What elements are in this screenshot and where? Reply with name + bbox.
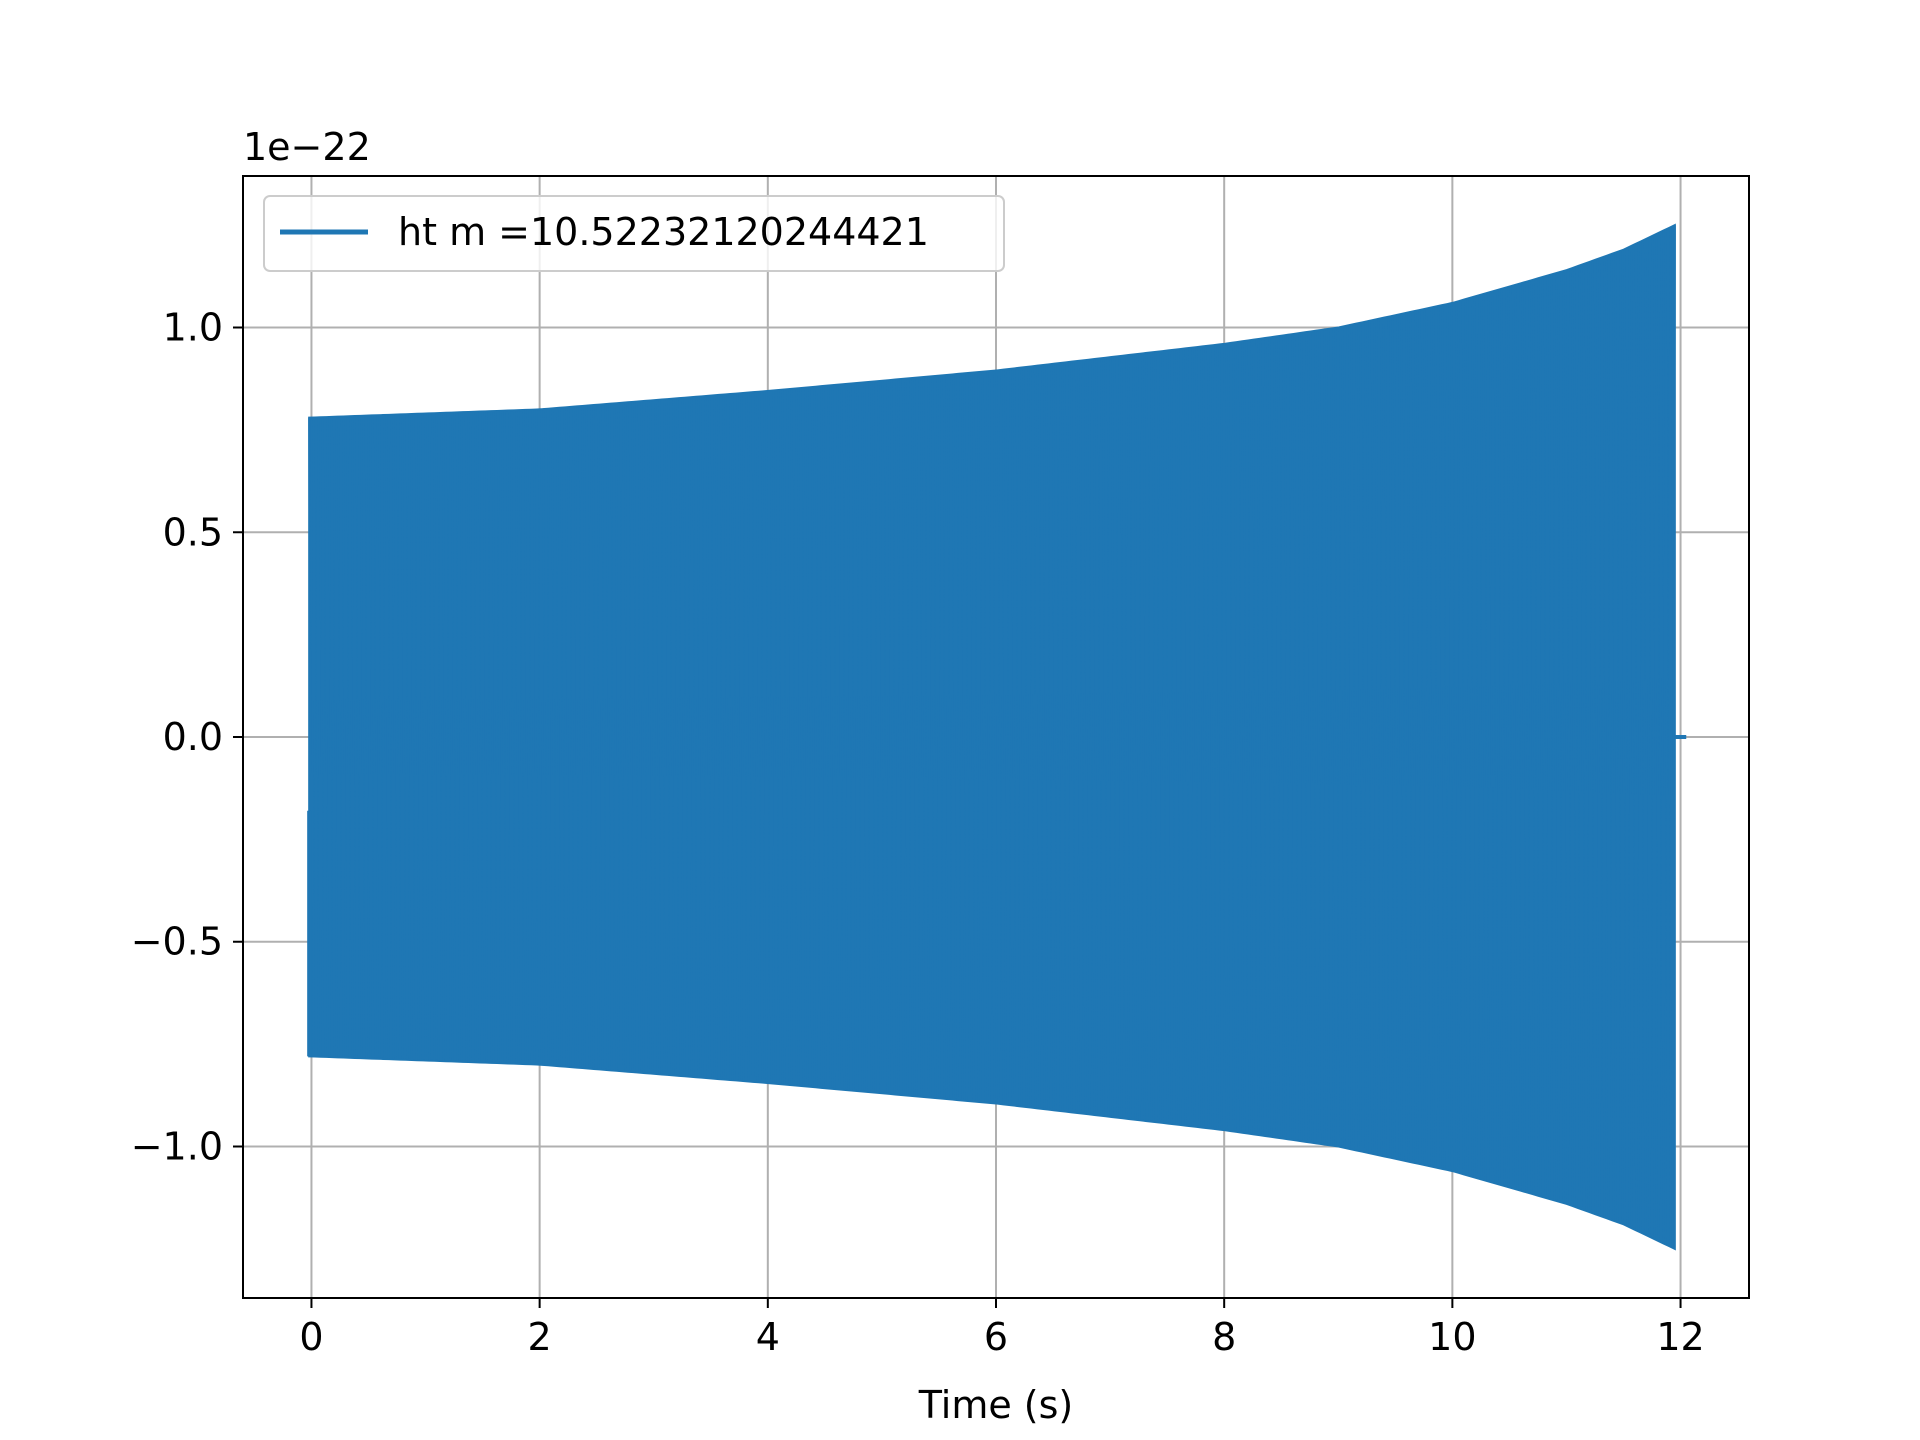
y-axis: −1.0 −0.5 0.0 0.5 1.0 [131,306,243,1168]
y-tick-label: 0.5 [163,510,223,554]
y-tick-label: 1.0 [163,306,223,350]
x-tick-label: 4 [756,1315,780,1359]
x-tick-label: 10 [1428,1315,1476,1359]
x-tick-label: 12 [1656,1315,1704,1359]
y-tick-label: 0.0 [163,715,223,759]
x-tick-label: 2 [528,1315,552,1359]
legend-box [263,195,1005,272]
series-layer [307,223,1687,1251]
x-axis-label: Time (s) [918,1383,1074,1427]
legend: ht m =10.52232120244421 [263,195,1005,272]
y-tick-label: −1.0 [131,1124,223,1168]
y-tick-label: −0.5 [131,920,223,964]
y-offset-label: 1e−22 [243,125,371,169]
x-tick-label: 8 [1212,1315,1236,1359]
series-waveform-line [308,225,1676,1248]
x-axis: 0 2 4 6 8 10 12 [299,1298,1705,1359]
legend-label: ht m =10.52232120244421 [398,210,929,254]
x-tick-label: 6 [984,1315,1008,1359]
x-tick-label: 0 [299,1315,323,1359]
